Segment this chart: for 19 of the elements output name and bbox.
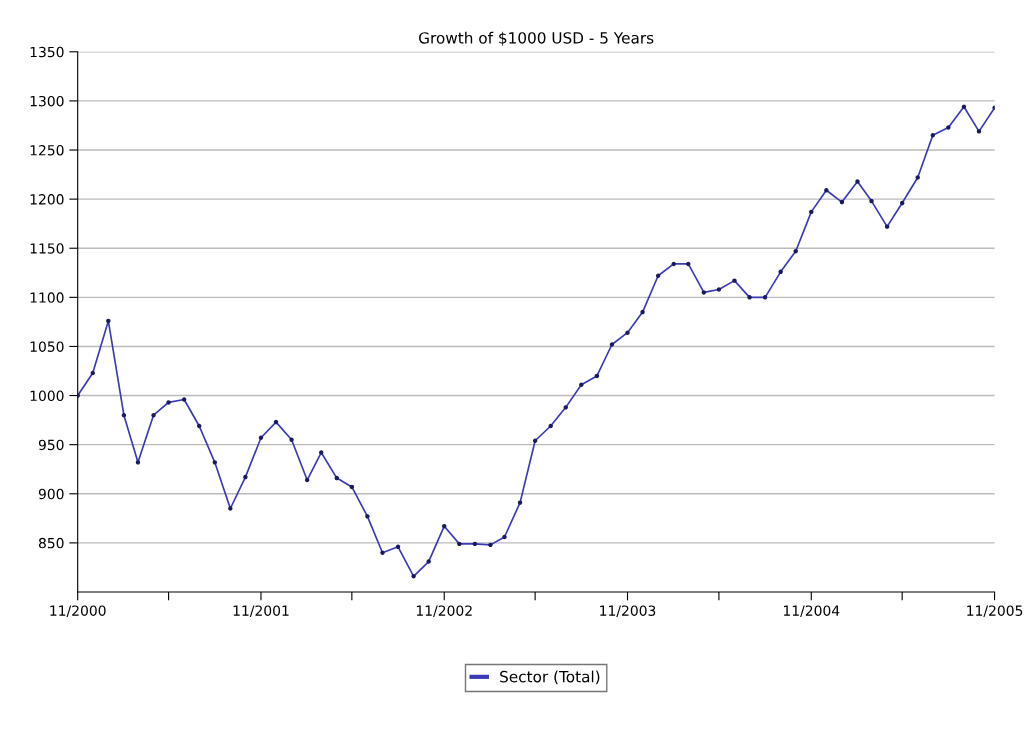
y-tick-label: 1300	[30, 95, 64, 107]
y-tick-label: 950	[38, 439, 64, 451]
y-tick-label: 1350	[30, 46, 64, 58]
x-tick-label: 11/2001	[233, 605, 289, 618]
y-tick-label: 1150	[30, 243, 64, 254]
x-tick-label: 11/2002	[416, 605, 472, 618]
legend-label: Sector (Total)	[500, 670, 600, 685]
x-tick-label: 11/2000	[50, 605, 106, 618]
chart-title: Growth of $1000 USD - 5 Years	[419, 31, 654, 46]
x-tick-label: 11/2005	[967, 605, 1023, 618]
y-tick-label: 1250	[30, 144, 64, 156]
y-tick-label: 1000	[30, 390, 64, 402]
x-tick-label: 11/2004	[783, 605, 840, 618]
y-tick-label: 1100	[30, 292, 64, 303]
y-tick-label: 850	[38, 537, 64, 549]
y-tick-label: 1050	[30, 341, 64, 352]
y-tick-label: 900	[38, 488, 64, 500]
y-tick-label: 1200	[30, 194, 64, 205]
x-tick-label: 11/2003	[600, 605, 656, 618]
